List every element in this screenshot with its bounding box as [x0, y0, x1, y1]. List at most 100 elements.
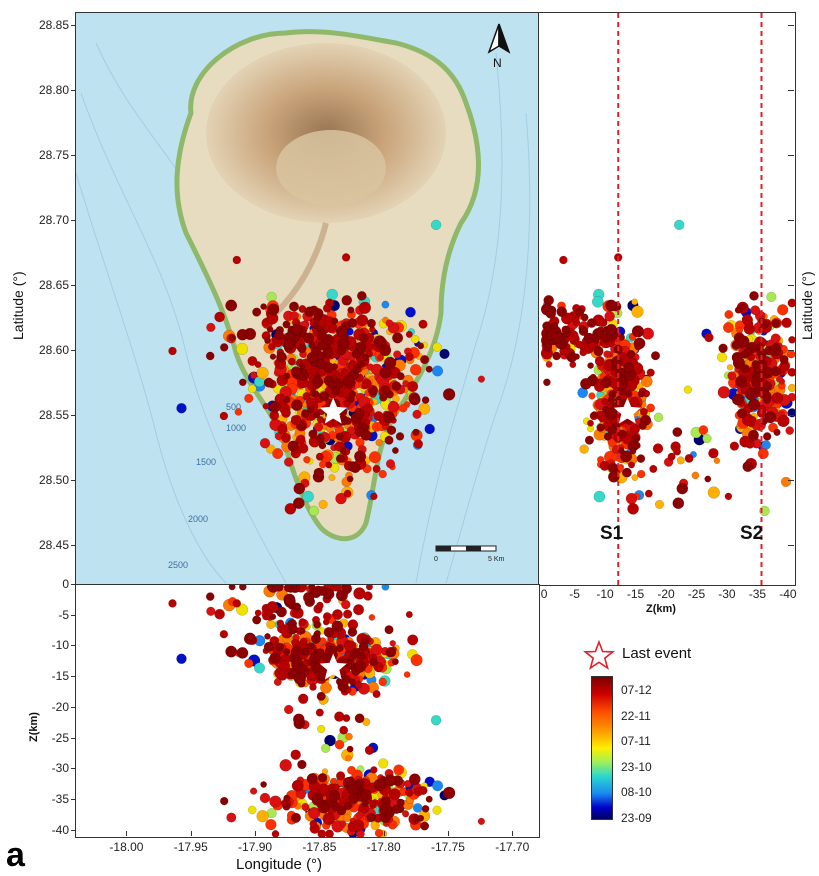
- tick-mark: [447, 831, 449, 836]
- earthquake-point: [267, 343, 276, 351]
- earthquake-point: [787, 298, 795, 308]
- earthquake-point: [288, 301, 300, 312]
- earthquake-point: [322, 812, 335, 825]
- depth-longitude-panel: [75, 584, 540, 838]
- earthquake-point: [301, 646, 310, 656]
- earthquake-point: [283, 595, 295, 606]
- earthquake-point: [243, 632, 257, 645]
- earthquake-point: [297, 693, 309, 705]
- earthquake-point: [391, 658, 399, 666]
- earthquake-point: [672, 427, 683, 438]
- earthquake-point: [641, 327, 655, 340]
- earthquake-point: [320, 681, 332, 694]
- earthquake-point: [354, 427, 365, 438]
- depth-longitude-svg: [168, 585, 486, 837]
- earthquake-point: [747, 429, 760, 441]
- earthquake-point: [354, 713, 365, 724]
- earthquake-point: [622, 434, 633, 445]
- earthquake-point: [352, 350, 361, 359]
- tick-mark: [71, 90, 75, 91]
- earthquake-point: [617, 429, 627, 439]
- earthquake-point: [698, 425, 709, 435]
- tick-mark: [71, 25, 75, 26]
- earthquake-point: [726, 364, 734, 371]
- depth-lon-z-tick: -30: [51, 761, 69, 776]
- earthquake-point: [283, 794, 291, 802]
- earthquake-point: [413, 439, 424, 449]
- earthquake-point: [249, 787, 258, 795]
- earthquake-point: [323, 626, 335, 638]
- earthquake-point: [384, 435, 394, 445]
- earthquake-point: [749, 291, 759, 301]
- earthquake-point: [316, 691, 326, 701]
- earthquake-point: [787, 408, 795, 418]
- earthquake-point: [408, 773, 421, 786]
- earthquake-point: [354, 408, 365, 419]
- earthquake-point: [276, 351, 287, 363]
- earthquake-point: [308, 429, 318, 439]
- depth-lon-z-tick: -25: [51, 730, 69, 745]
- tick-mark: [71, 285, 75, 286]
- earthquake-point: [589, 373, 597, 381]
- colorbar-label: 22-11: [621, 708, 651, 723]
- earthquake-point: [405, 610, 413, 619]
- tick-mark: [190, 831, 192, 836]
- earthquake-point: [322, 324, 330, 332]
- earthquake-point: [357, 359, 366, 369]
- earthquake-point: [442, 388, 456, 401]
- earthquake-point: [631, 298, 638, 306]
- earthquake-point: [335, 589, 348, 602]
- north-arrow-icon: N: [484, 22, 514, 70]
- earthquake-point: [653, 412, 664, 423]
- earthquake-point: [411, 335, 420, 344]
- bathy-label-1500: 1500: [196, 457, 216, 467]
- earthquake-point: [704, 332, 714, 343]
- earthquake-point: [379, 803, 392, 816]
- earthquake-point: [757, 448, 769, 460]
- earthquake-point: [176, 653, 187, 665]
- earthquake-point: [360, 789, 372, 801]
- earthquake-point: [421, 396, 430, 404]
- earthquake-point: [398, 404, 408, 413]
- depth-lat-z-tick: -20: [657, 587, 675, 601]
- depth-longitude-points: [168, 585, 486, 837]
- earthquake-point: [740, 350, 749, 359]
- earthquake-point: [290, 638, 299, 646]
- earthquake-point: [717, 386, 731, 399]
- earthquake-point: [282, 320, 291, 329]
- earthquake-point: [412, 409, 422, 419]
- earthquake-point: [206, 606, 216, 616]
- earthquake-point: [343, 417, 352, 425]
- earthquake-point: [385, 459, 396, 469]
- earthquake-point: [761, 391, 772, 402]
- earthquake-point: [219, 411, 229, 421]
- earthquake-point: [639, 407, 648, 416]
- earthquake-point: [727, 371, 737, 381]
- earthquake-point: [331, 317, 339, 325]
- tick-mark: [71, 706, 75, 708]
- earthquake-point: [477, 375, 486, 383]
- tick-mark: [512, 831, 514, 836]
- earthquake-point: [297, 343, 307, 354]
- earthquake-point: [332, 609, 343, 621]
- scale-bar-end: 5 Km: [488, 556, 505, 563]
- last-event-star-map: [319, 397, 347, 424]
- earthquake-point: [372, 464, 381, 473]
- earthquake-point: [343, 489, 352, 498]
- earthquake-point: [629, 396, 640, 407]
- earthquake-point: [301, 409, 310, 418]
- earthquake-point: [405, 306, 416, 318]
- earthquake-point: [168, 346, 177, 356]
- earthquake-point: [611, 355, 623, 368]
- earthquake-point: [379, 393, 388, 402]
- earthquake-point: [785, 426, 795, 435]
- bathy-label-2500: 2500: [168, 560, 188, 570]
- earthquake-point: [631, 305, 644, 318]
- map-lat-tick: 28.70: [38, 213, 69, 227]
- tick-mark: [126, 831, 128, 836]
- earthquake-point: [278, 660, 291, 672]
- earthquake-point: [607, 396, 616, 404]
- earthquake-point: [274, 329, 284, 340]
- earthquake-point: [588, 392, 596, 400]
- earthquake-point: [545, 330, 556, 341]
